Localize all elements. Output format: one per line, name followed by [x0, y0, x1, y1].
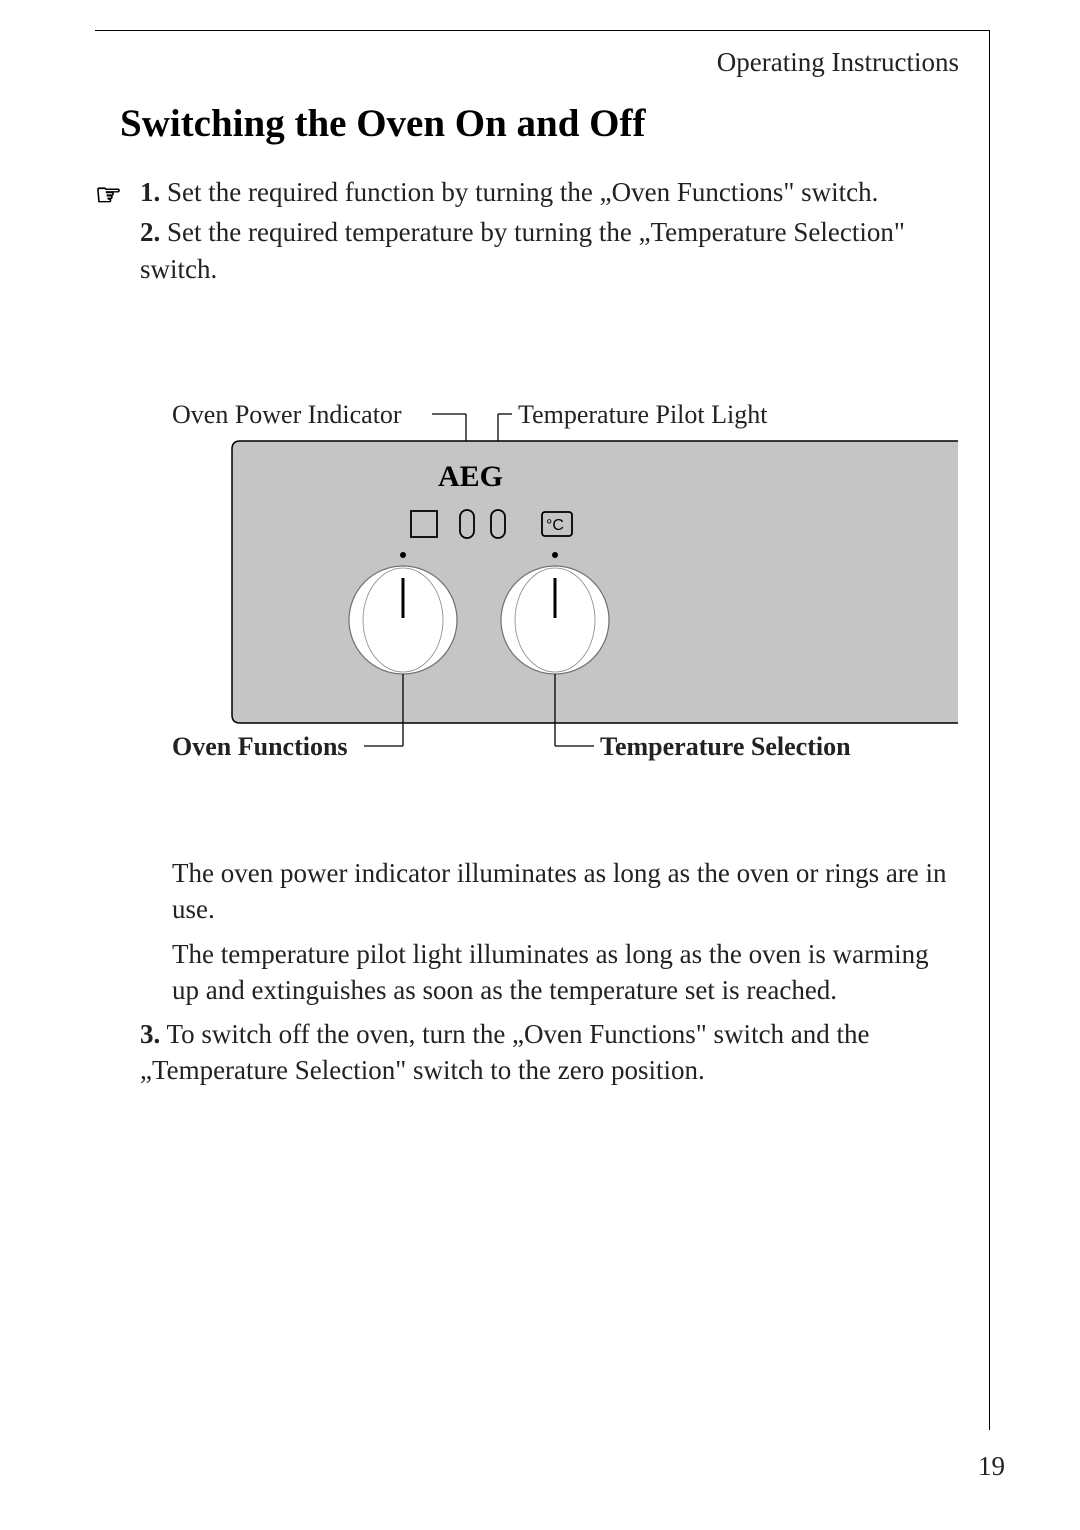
brand-logo-text: AEG: [438, 460, 503, 493]
temperature-selection-knob: [501, 566, 609, 674]
paragraph-temp-pilot: The temperature pilot light illuminates …: [172, 936, 957, 1009]
section-title: Switching the Oven On and Off: [120, 101, 646, 146]
step-3-text: To switch off the oven, turn the „Oven F…: [140, 1019, 870, 1085]
control-panel-diagram: Oven Power Indicator Temperature Pilot L…: [172, 366, 958, 761]
celsius-text: °C: [546, 517, 564, 534]
step-3: 3. To switch off the oven, turn the „Ove…: [140, 1016, 957, 1089]
instruction-list: 1. Set the required function by turning …: [140, 174, 960, 291]
step-2: 2. Set the required temperature by turni…: [140, 214, 960, 287]
step-1-text: Set the required function by turning the…: [167, 177, 878, 207]
step-3-number: 3.: [140, 1019, 160, 1049]
running-header: Operating Instructions: [717, 47, 959, 78]
page-number: 19: [978, 1451, 1005, 1482]
step-1: 1. Set the required function by turning …: [140, 174, 960, 210]
page-frame: Operating Instructions Switching the Ove…: [95, 30, 990, 1430]
knob-marker-dot: [400, 552, 406, 558]
step-1-number: 1.: [140, 177, 160, 207]
oven-panel-rect: [232, 441, 958, 723]
knob-marker-dot: [552, 552, 558, 558]
pointing-hand-icon: ☞: [95, 178, 122, 213]
oven-functions-knob: [349, 566, 457, 674]
panel-svg: AEG °C: [172, 366, 958, 766]
step-2-number: 2.: [140, 217, 160, 247]
paragraph-power-indicator: The oven power indicator illuminates as …: [172, 855, 957, 928]
step-2-text: Set the required temperature by turning …: [140, 217, 905, 283]
